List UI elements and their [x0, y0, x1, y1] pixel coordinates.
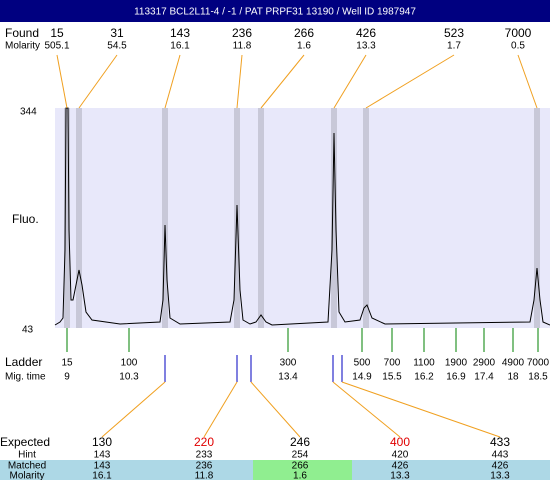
- ladder-time: 17.4: [474, 372, 494, 383]
- ladder-size: 500: [354, 358, 371, 369]
- ladder-time: 18.5: [528, 372, 548, 383]
- hint: 254: [292, 450, 309, 461]
- peak-band: [258, 108, 264, 328]
- peak-band: [534, 108, 540, 328]
- matched-molarity: 11.8: [195, 471, 214, 480]
- peak-band: [331, 108, 337, 328]
- matched: 266: [292, 461, 309, 472]
- match-connector: [101, 381, 166, 438]
- match-cell: [451, 460, 550, 480]
- matched: 426: [392, 461, 409, 472]
- peak-band: [363, 108, 369, 328]
- matched: 236: [196, 461, 213, 472]
- found-size: 426: [356, 26, 376, 40]
- peak-connector: [236, 54, 243, 109]
- found-size: 31: [110, 26, 124, 40]
- ladder-size: 4900: [502, 358, 525, 369]
- axis-bottom: 43: [22, 325, 34, 336]
- peak-connector: [164, 54, 181, 109]
- found-molarity: 1.6: [297, 41, 311, 52]
- matched: 143: [94, 461, 111, 472]
- match-connector: [203, 381, 238, 438]
- hint: 443: [492, 450, 509, 461]
- expected-size: 400: [390, 435, 410, 449]
- expected-size: 220: [194, 435, 214, 449]
- matched-molarity: 13.3: [390, 471, 410, 480]
- found-size: 15: [50, 26, 64, 40]
- ladder-time: 15.5: [382, 372, 402, 383]
- hint: 233: [196, 450, 213, 461]
- peak-connector: [517, 54, 538, 109]
- peak-connector: [260, 54, 305, 109]
- found-label: Found: [5, 26, 39, 40]
- molarity-label: Molarity: [5, 41, 40, 52]
- peak-connector: [333, 54, 367, 109]
- found-molarity: 13.3: [356, 41, 376, 52]
- matched-molarity: 16.1: [92, 471, 112, 480]
- found-size: 266: [294, 26, 314, 40]
- expected-label: Expected: [0, 435, 50, 449]
- ladder-time: 16.9: [446, 372, 466, 383]
- expected-size: 246: [290, 435, 310, 449]
- ladder-time: 10.3: [119, 372, 139, 383]
- ladder-time: 16.2: [414, 372, 434, 383]
- peak-connector: [56, 54, 68, 109]
- found-molarity: 11.8: [233, 41, 252, 52]
- found-molarity: 1.7: [447, 41, 461, 52]
- matched-label: Matched: [8, 461, 46, 472]
- ladder-size: 700: [384, 358, 401, 369]
- hint-label: Hint: [18, 450, 36, 461]
- matched-molarity: 1.6: [293, 471, 307, 480]
- peak-connector: [365, 54, 455, 109]
- ladder-time: 9: [64, 372, 70, 383]
- found-size: 143: [170, 26, 190, 40]
- match-cell: [154, 460, 253, 480]
- peak-connector: [78, 54, 118, 109]
- hint: 420: [392, 450, 409, 461]
- expected-size: 433: [490, 435, 510, 449]
- matched: 426: [492, 461, 509, 472]
- match-cell: [253, 460, 352, 480]
- ladder-size: 7000: [527, 358, 550, 369]
- found-molarity: 0.5: [511, 41, 525, 52]
- title-bar: [0, 0, 550, 22]
- peak-band: [162, 108, 168, 328]
- peak-band: [76, 108, 82, 328]
- title: 113317 BCL2L11-4 / -1 / PAT PRPF31 13190…: [134, 7, 416, 18]
- peak-band: [64, 108, 70, 328]
- matched-molarity: 13.3: [490, 471, 510, 480]
- axis-label: Fluo.: [12, 212, 39, 226]
- ladder-size: 15: [61, 358, 73, 369]
- found-molarity: 505.1: [44, 41, 69, 52]
- match-connector: [250, 381, 301, 438]
- ladder-label: Ladder: [5, 355, 42, 369]
- found-size: 7000: [505, 26, 532, 40]
- expected-size: 130: [92, 435, 112, 449]
- trace: [54, 107, 550, 326]
- match-connector: [341, 381, 501, 438]
- found-molarity: 54.5: [107, 41, 127, 52]
- found-size: 523: [444, 26, 464, 40]
- ladder-size: 1900: [445, 358, 468, 369]
- found-molarity: 16.1: [170, 41, 190, 52]
- plot-area: [55, 108, 550, 328]
- axis-top: 344: [20, 107, 37, 118]
- molarity-label: Molarity: [9, 471, 44, 480]
- mig-time-label: Mig. time: [5, 372, 46, 383]
- match-cell: [352, 460, 451, 480]
- found-size: 236: [232, 26, 252, 40]
- match-cell: [55, 460, 154, 480]
- ladder-size: 100: [121, 358, 138, 369]
- ladder-time: 14.9: [352, 372, 372, 383]
- ladder-size: 2900: [473, 358, 496, 369]
- ladder-size: 300: [280, 358, 297, 369]
- ladder-size: 1100: [413, 358, 435, 369]
- hint: 143: [94, 450, 111, 461]
- ladder-time: 18: [507, 372, 519, 383]
- match-connector: [332, 381, 401, 438]
- ladder-time: 13.4: [278, 372, 298, 383]
